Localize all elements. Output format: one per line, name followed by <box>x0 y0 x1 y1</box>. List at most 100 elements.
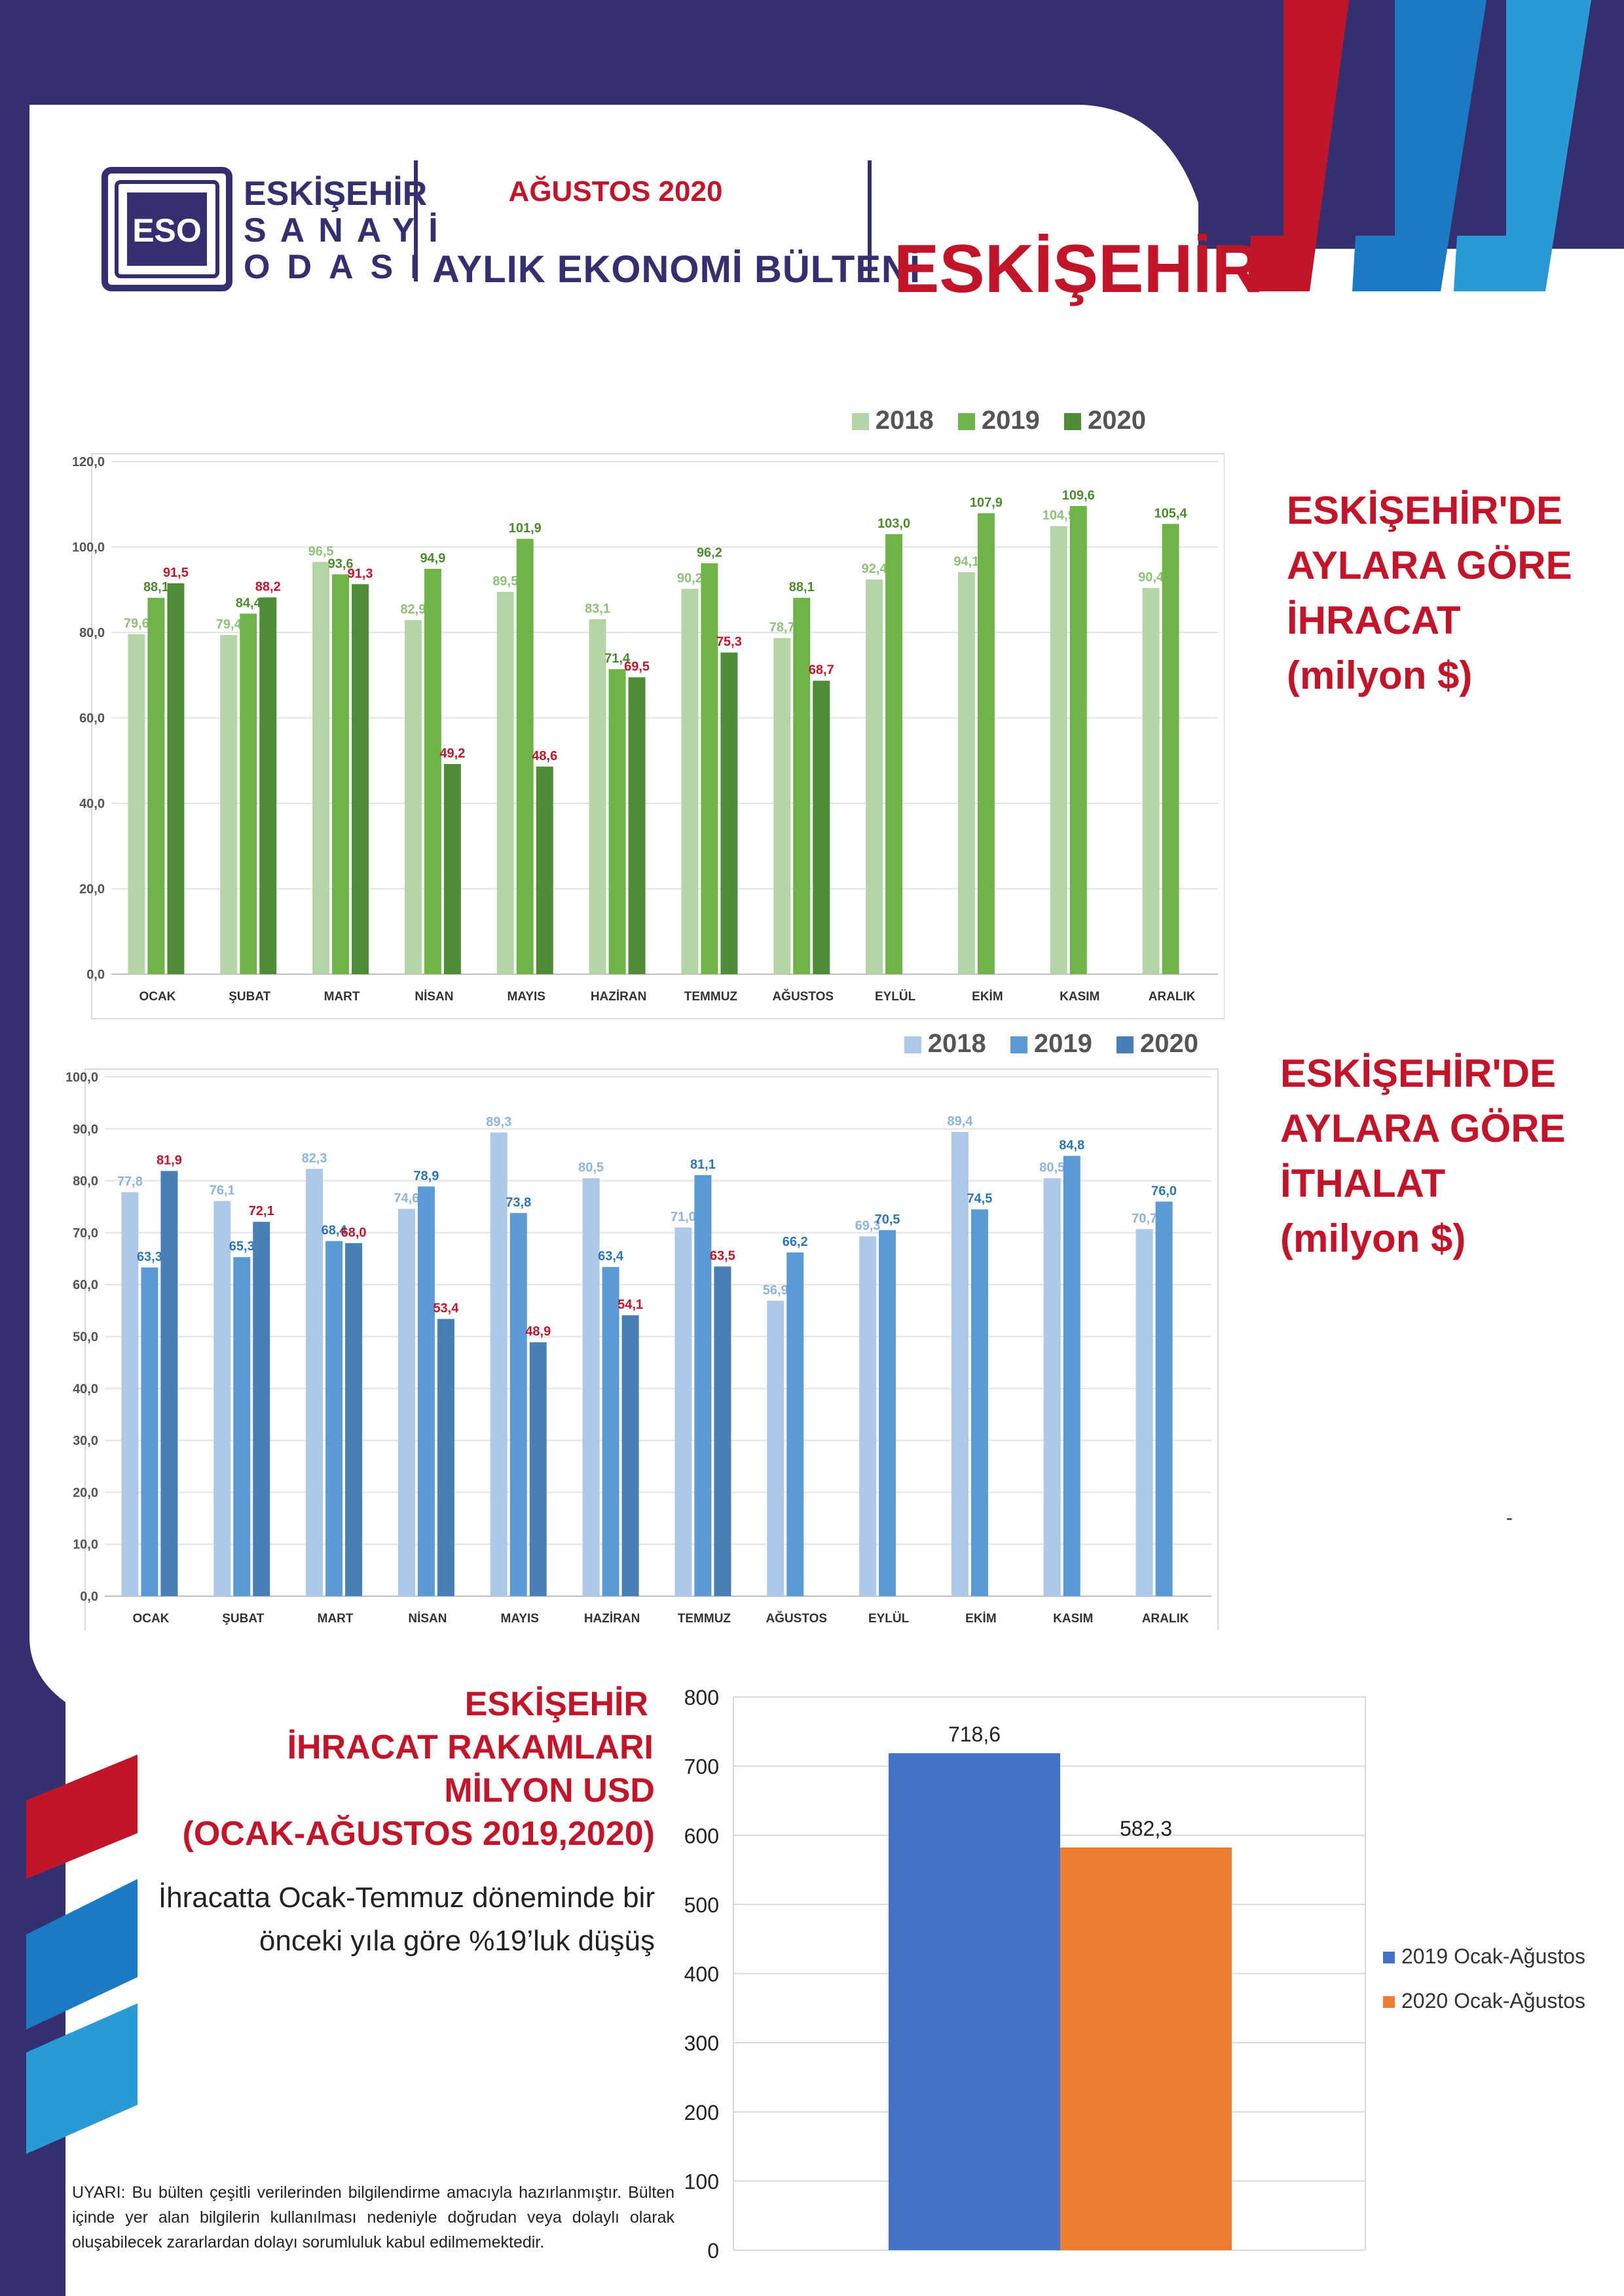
bar-2018 <box>1050 526 1067 974</box>
data-label-2019: 88,1 <box>789 580 815 594</box>
bar-2019 <box>701 563 718 974</box>
x-tick-label: TEMMUZ <box>678 1612 731 1626</box>
bar-2019 <box>694 1175 712 1596</box>
data-label-2020: 53,4 <box>433 1302 459 1316</box>
export-legend: 2018 2019 2020 <box>819 406 1146 435</box>
bar-2020 <box>720 652 738 974</box>
legend-item-2019: 2019 <box>957 406 1040 435</box>
x-tick-label: TEMMUZ <box>684 990 738 1004</box>
summary-title: ESKİŞEHİR İHRACAT RAKAMLARI MİLYON USD (… <box>157 1683 655 1855</box>
bar-2019 <box>424 568 441 974</box>
lightblue-stripe-left <box>26 2003 138 2154</box>
plot-frame <box>84 1068 1219 1630</box>
data-label-2018: 94,1 <box>953 555 979 569</box>
bar-2019 <box>240 613 257 974</box>
legend-item-2020-period: 2020 Ocak-Ağustos <box>1383 1978 1585 2023</box>
logo-line-1: ESKİŞEHİR <box>244 175 428 213</box>
data-label-2018: 78,7 <box>769 620 795 634</box>
legend-item-2020: 2020 <box>1064 406 1146 435</box>
bar-2020 <box>437 1319 454 1596</box>
data-label-2020: 63,5 <box>710 1248 735 1263</box>
data-label-2018: 56,9 <box>763 1283 788 1298</box>
y-tick-label: 60,0 <box>73 1278 98 1292</box>
legend-item-2020: 2020 <box>1116 1029 1198 1058</box>
bar-2020 <box>259 597 277 974</box>
data-label-2019: 94,9 <box>420 551 445 566</box>
legend-swatch-2019 <box>957 413 975 430</box>
y-tick-label: 300 <box>684 2032 719 2055</box>
data-label-2019: 65,3 <box>229 1239 255 1254</box>
y-tick-label: 40,0 <box>79 797 105 811</box>
summary-note: İhracatta Ocak-Temmuz döneminde bir önce… <box>157 1876 655 1963</box>
y-tick-label: 100 <box>684 2170 719 2193</box>
data-label-2019: 96,2 <box>697 545 722 560</box>
x-tick-label: OCAK <box>139 990 175 1004</box>
legend-label-2019: 2019 <box>1033 1029 1092 1058</box>
summary-chart: 0 100 200 300 400 500 600 700 800 718,6 582,3 <box>684 1686 1366 2263</box>
city-name: ESKİŞEHİR <box>894 231 1261 307</box>
x-tick-label: EYLÜL <box>868 1612 910 1626</box>
bar-2020 <box>529 1342 547 1596</box>
legend-item-2019-period: 2019 Ocak-Ağustos <box>1383 1934 1585 1978</box>
data-label-2019: 84,4 <box>236 596 262 610</box>
y-tick-label: 20,0 <box>73 1485 98 1500</box>
export-title-line-2: AYLARA GÖRE <box>1287 543 1572 587</box>
bar-2020 <box>167 583 185 974</box>
blue-stripe-left <box>26 1879 138 2030</box>
bar-2019 <box>879 1230 896 1596</box>
legend-swatch-2020 <box>1064 413 1082 430</box>
data-label-2018: 79,4 <box>216 617 242 632</box>
data-label-2019: 81,1 <box>690 1157 716 1172</box>
x-tick-label: MART <box>324 990 360 1004</box>
data-label-2020: 69,5 <box>624 660 650 674</box>
data-label-2020: 88,2 <box>255 579 281 594</box>
bar-2019 <box>1069 505 1087 974</box>
x-tick-label: ARALIK <box>1149 990 1196 1004</box>
data-label-2018: 90,4 <box>1138 570 1164 585</box>
data-label-2020: 54,1 <box>618 1298 643 1312</box>
legend-item-2019: 2019 <box>1010 1029 1092 1058</box>
x-tick-label: AĞUSTOS <box>772 989 834 1004</box>
import-title-line-2: AYLARA GÖRE <box>1280 1106 1566 1150</box>
y-tick-label: 200 <box>684 2101 719 2124</box>
y-tick-label: 0,0 <box>80 1590 98 1604</box>
y-tick-label: 0 <box>707 2239 719 2263</box>
red-stripe-left <box>26 1755 138 1879</box>
bar-2019 <box>325 1241 343 1596</box>
bar-2020 <box>160 1171 178 1596</box>
data-label-2019: 68,4 <box>322 1224 348 1238</box>
data-label-2018: 69,3 <box>855 1218 881 1233</box>
legend-label-2020: 2020 <box>1088 406 1146 435</box>
legend-item-2018: 2018 <box>851 406 934 435</box>
data-label-2018: 77,8 <box>117 1175 143 1189</box>
legend-swatch-2018 <box>851 413 869 430</box>
bar-2018 <box>859 1236 877 1596</box>
data-label-2019: 70,5 <box>875 1212 900 1227</box>
bar-2019 <box>1155 1201 1173 1596</box>
y-tick-label: 20,0 <box>79 883 105 897</box>
bar-2018 <box>312 562 330 974</box>
y-tick-label: 10,0 <box>73 1538 98 1552</box>
bar-2019 <box>417 1186 435 1596</box>
data-label-2019: 78,9 <box>413 1169 439 1183</box>
data-label-2019: 71,4 <box>604 651 631 666</box>
bar-2019 <box>147 598 165 974</box>
logo-text: ESKİŞEHİR SANAYİ ODASI <box>244 175 452 285</box>
y-tick-label: 60,0 <box>79 712 105 726</box>
bar-2018 <box>404 620 422 974</box>
stray-dash: - <box>1506 1507 1513 1529</box>
data-label-2018: 80,5 <box>578 1161 604 1175</box>
data-label-2019: 105,4 <box>1154 506 1188 520</box>
data-label-2019: 101,9 <box>509 521 542 536</box>
logo-line-2: SANAYİ <box>244 211 452 249</box>
legend-swatch-2020-period <box>1383 1996 1395 2008</box>
logo-line-3: ODASI <box>244 248 437 286</box>
bar-2020 <box>345 1243 363 1596</box>
x-tick-label: NİSAN <box>415 990 453 1004</box>
data-label-2020: 91,5 <box>163 566 189 580</box>
export-title-line-3: İHRACAT <box>1287 598 1461 642</box>
bar-2019 <box>516 539 534 974</box>
y-tick-label: 40,0 <box>73 1382 98 1396</box>
data-label-2018: 89,4 <box>947 1114 973 1129</box>
header-divider-1 <box>414 160 418 282</box>
